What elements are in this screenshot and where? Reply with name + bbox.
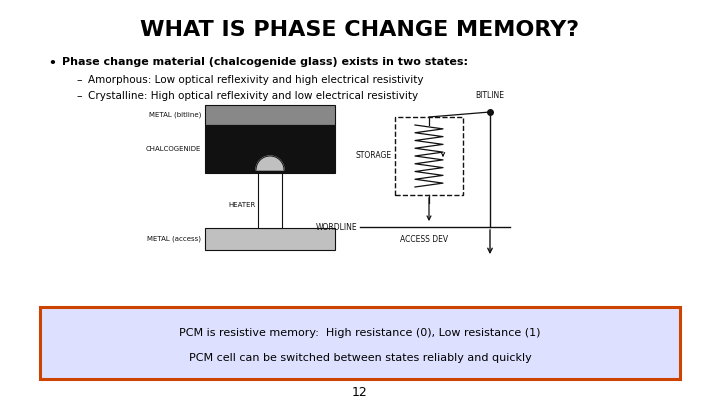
- Bar: [258, 170, 282, 228]
- FancyBboxPatch shape: [40, 307, 680, 379]
- Text: •: •: [48, 57, 56, 70]
- Text: BITLINE: BITLINE: [475, 91, 505, 100]
- Bar: [205, 228, 335, 250]
- Text: ACCESS DEV: ACCESS DEV: [400, 235, 448, 244]
- Bar: [395, 117, 463, 195]
- Text: Phase change material (chalcogenide glass) exists in two states:: Phase change material (chalcogenide glas…: [62, 57, 468, 67]
- Bar: [205, 105, 335, 125]
- Bar: [205, 125, 335, 173]
- Text: –: –: [76, 91, 81, 101]
- Text: PCM cell can be switched between states reliably and quickly: PCM cell can be switched between states …: [189, 353, 531, 363]
- Text: WHAT IS PHASE CHANGE MEMORY?: WHAT IS PHASE CHANGE MEMORY?: [140, 20, 580, 40]
- Text: Amorphous: Low optical reflexivity and high electrical resistivity: Amorphous: Low optical reflexivity and h…: [88, 75, 423, 85]
- Text: PCM is resistive memory:  High resistance (0), Low resistance (1): PCM is resistive memory: High resistance…: [179, 328, 541, 338]
- Text: METAL (access): METAL (access): [147, 236, 201, 242]
- Text: Crystalline: High optical reflexivity and low electrical resistivity: Crystalline: High optical reflexivity an…: [88, 91, 418, 101]
- Text: 12: 12: [352, 386, 368, 399]
- Text: WORDLINE: WORDLINE: [315, 222, 357, 232]
- Polygon shape: [256, 156, 284, 170]
- Text: –: –: [76, 75, 81, 85]
- Text: METAL (bitline): METAL (bitline): [148, 112, 201, 118]
- Text: STORAGE: STORAGE: [356, 151, 392, 160]
- Text: HEATER: HEATER: [229, 202, 256, 208]
- Text: CHALCOGENIDE: CHALCOGENIDE: [145, 146, 201, 152]
